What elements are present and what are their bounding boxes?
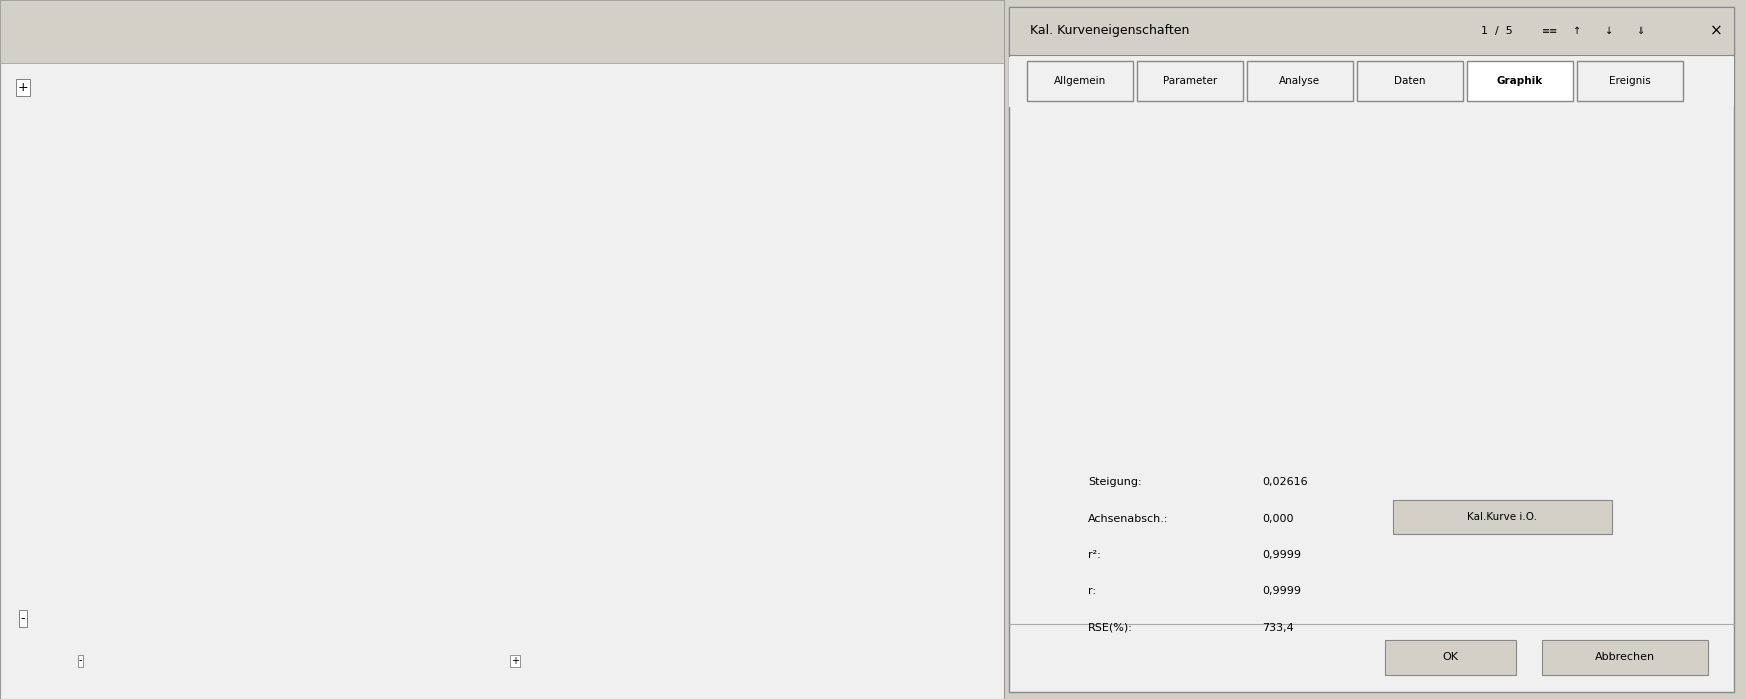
Text: ↑: ↑ — [1573, 26, 1582, 36]
Text: ≡≡: ≡≡ — [1542, 26, 1557, 36]
Text: 1  /  5: 1 / 5 — [1481, 26, 1512, 36]
Point — [1114, 367, 1142, 378]
Text: 0,02616: 0,02616 — [1262, 477, 1308, 487]
Y-axis label: Fläche: Fläche — [1074, 250, 1084, 284]
Text: Achsenabsch.:: Achsenabsch.: — [1088, 514, 1168, 524]
Text: ⇓: ⇓ — [1636, 26, 1645, 36]
Text: +: + — [512, 656, 519, 665]
Point — [1161, 341, 1189, 352]
Text: 0,9999: 0,9999 — [1262, 550, 1301, 560]
Point — [1369, 247, 1397, 258]
Point — [1629, 129, 1657, 140]
Y-axis label: Signal[mV]: Signal[mV] — [35, 320, 49, 386]
Text: 733,4: 733,4 — [1262, 623, 1294, 633]
Text: Parameter: Parameter — [1163, 76, 1217, 86]
Text: Kal.Kurve i.O.: Kal.Kurve i.O. — [1467, 512, 1538, 522]
Text: r:: r: — [1088, 586, 1096, 596]
Text: r²:: r²: — [1088, 550, 1100, 560]
Title: Kal. Kurve: Kal. Kurve — [1383, 65, 1439, 75]
Text: Allgemein: Allgemein — [1055, 76, 1105, 86]
Text: ↓: ↓ — [1605, 26, 1613, 36]
Text: +: + — [17, 81, 28, 94]
Point — [1135, 359, 1163, 370]
Text: -: - — [21, 612, 24, 625]
Text: Daten: Daten — [1393, 76, 1426, 86]
Text: Ereignis: Ereignis — [1610, 76, 1650, 86]
Text: 0,9999: 0,9999 — [1262, 586, 1301, 596]
Point — [1119, 361, 1147, 372]
X-axis label: Konz[ug/L]: Konz[ug/L] — [1383, 480, 1439, 490]
X-axis label: Zeit[min]: Zeit[min] — [506, 654, 560, 667]
Text: Analyse: Analyse — [1280, 76, 1320, 86]
Text: Steigung:: Steigung: — [1088, 477, 1142, 487]
Text: Kal. Kurveneigenschaften: Kal. Kurveneigenschaften — [1030, 24, 1189, 37]
Text: 0,000: 0,000 — [1262, 514, 1294, 524]
Text: OK: OK — [1442, 652, 1458, 662]
Text: Graphik: Graphik — [1496, 76, 1543, 86]
Text: -: - — [79, 656, 82, 665]
Text: Abbrechen: Abbrechen — [1594, 652, 1655, 662]
Text: RSE(%):: RSE(%): — [1088, 623, 1133, 633]
Text: ×: × — [1709, 23, 1723, 38]
